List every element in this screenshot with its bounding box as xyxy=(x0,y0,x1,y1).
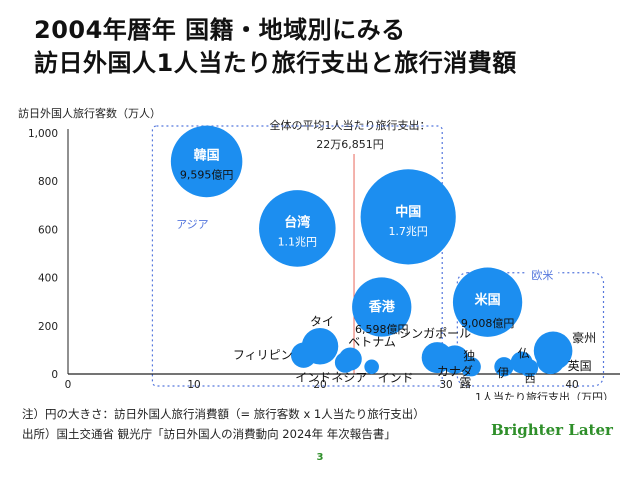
bubble-name-label: 独 xyxy=(463,349,475,363)
bubble-name-label: 伊 xyxy=(497,366,509,380)
y-tick-label: 1,000 xyxy=(28,128,58,140)
page-number: 3 xyxy=(316,452,324,463)
bubble xyxy=(360,169,456,265)
bubble-chart: 訪日外国人旅行客数（万人） 1人当たり旅行支出（万円） 全体の平均1人当たり旅行… xyxy=(18,106,620,400)
bubble xyxy=(170,125,243,198)
bubble-name-label: 中国 xyxy=(395,204,421,220)
bubble-name-label: 仏 xyxy=(518,346,530,360)
bubble xyxy=(290,342,317,368)
bubble xyxy=(259,190,336,267)
bubble-name-label: 西 xyxy=(525,372,536,385)
bubble xyxy=(352,277,412,337)
bubble-name-label: インドネシア xyxy=(295,370,367,384)
bubble-name-label: フィリピン xyxy=(233,348,293,362)
bubble-value-label: 1.7兆円 xyxy=(388,225,428,238)
axes-layer: 0 200 400 600 800 1,000 0 10 20 30 40 xyxy=(28,128,620,391)
x-tick-label: 40 xyxy=(565,379,578,391)
bubble-name-label: インド xyxy=(378,371,414,385)
avg-line-label-1: 全体の平均1人当たり旅行支出： xyxy=(270,118,431,132)
y-tick-label: 400 xyxy=(38,273,58,285)
bubble-name-label: 韓国 xyxy=(194,147,220,163)
x-tick-label: 30 xyxy=(439,379,452,391)
y-tick-label: 200 xyxy=(38,321,58,333)
group-label: アジア xyxy=(176,218,209,231)
bubble-name-label: 米国 xyxy=(475,292,501,308)
group-label-bg xyxy=(176,217,209,231)
bubble-name-label: タイ xyxy=(310,314,334,328)
bubble xyxy=(364,359,379,375)
bubble xyxy=(462,365,473,377)
brand-logo: Brighter Later xyxy=(491,421,613,439)
bubble xyxy=(452,267,523,337)
bubble-name-label: 露 xyxy=(459,376,471,390)
y-tick-label: 800 xyxy=(38,176,58,188)
bubble-name-label: 香港 xyxy=(368,299,396,315)
avg-line-label-2: 22万6,851円 xyxy=(316,138,384,151)
footnotes: 注）円の大きさ：訪日外国人旅行消費額（= 旅行客数 x 1人当たり旅行支出） 出… xyxy=(22,404,425,444)
bubble-name-label: 台湾 xyxy=(284,214,310,230)
bubble xyxy=(536,345,565,375)
bubble-value-label: 1.1兆円 xyxy=(278,235,318,248)
bubble-name-label: シンガポール xyxy=(399,327,471,341)
bubble-value-label: 6,598億円 xyxy=(355,323,409,336)
bubble xyxy=(334,352,356,373)
bubble-name-label: カナダ xyxy=(437,364,473,379)
bubble-name-label: 豪州 xyxy=(572,330,596,345)
group-box xyxy=(151,125,443,387)
source-text: 出所）国土交通省 観光庁「訪日外国人の消費動向 2024年 年次報告書」 xyxy=(22,427,396,441)
slide-title: 2004年暦年 国籍・地域別にみる 訪日外国人1人当たり旅行支出と旅行消費額 xyxy=(34,14,517,80)
x-axis-title: 1人当たり旅行支出（万円） xyxy=(475,390,614,400)
bubble-value-label: 9,008億円 xyxy=(461,317,515,330)
bubble-name-label: ベトナム xyxy=(348,335,396,349)
note-text: 注）円の大きさ：訪日外国人旅行消費額（= 旅行客数 x 1人当たり旅行支出） xyxy=(22,407,425,421)
bubble xyxy=(494,357,514,377)
x-tick-label: 20 xyxy=(313,379,326,391)
y-tick-label: 600 xyxy=(38,224,58,236)
bubbles-layer xyxy=(170,125,573,377)
x-tick-label: 10 xyxy=(187,379,200,391)
bubble xyxy=(520,359,539,377)
bubble-name-label: 英国 xyxy=(568,359,592,373)
y-axis-title: 訪日外国人旅行客数（万人） xyxy=(18,106,161,120)
group-label: 欧米 xyxy=(531,269,553,282)
slide-title-line1: 2004年暦年 国籍・地域別にみる xyxy=(34,16,406,44)
bubble-value-label: 9,595億円 xyxy=(180,168,234,181)
slide-title-line2: 訪日外国人1人当たり旅行支出と旅行消費額 xyxy=(34,49,517,77)
group-label-bg xyxy=(526,267,559,282)
x-tick-label: 0 xyxy=(65,379,72,391)
y-tick-label: 0 xyxy=(51,369,58,381)
